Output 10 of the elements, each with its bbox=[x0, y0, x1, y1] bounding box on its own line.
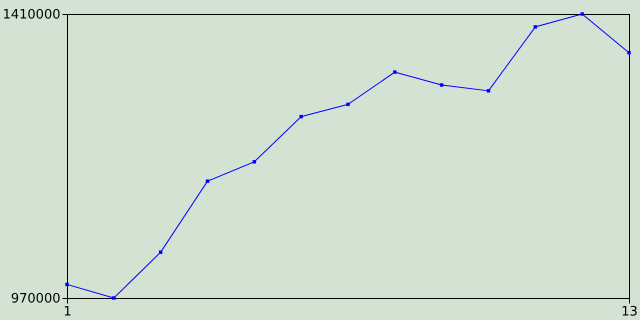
line-series bbox=[65, 12, 631, 300]
x-tick-label: 1 bbox=[63, 304, 72, 320]
y-tick-label: 1410000 bbox=[2, 8, 60, 22]
x-tick-label: 13 bbox=[621, 304, 638, 320]
point bbox=[252, 160, 256, 164]
point bbox=[299, 114, 303, 118]
y-tick-label: 970000 bbox=[10, 292, 60, 306]
point bbox=[534, 25, 538, 29]
point bbox=[158, 250, 162, 254]
point bbox=[393, 70, 397, 74]
